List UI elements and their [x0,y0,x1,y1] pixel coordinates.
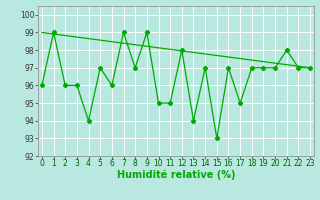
X-axis label: Humidité relative (%): Humidité relative (%) [117,170,235,180]
